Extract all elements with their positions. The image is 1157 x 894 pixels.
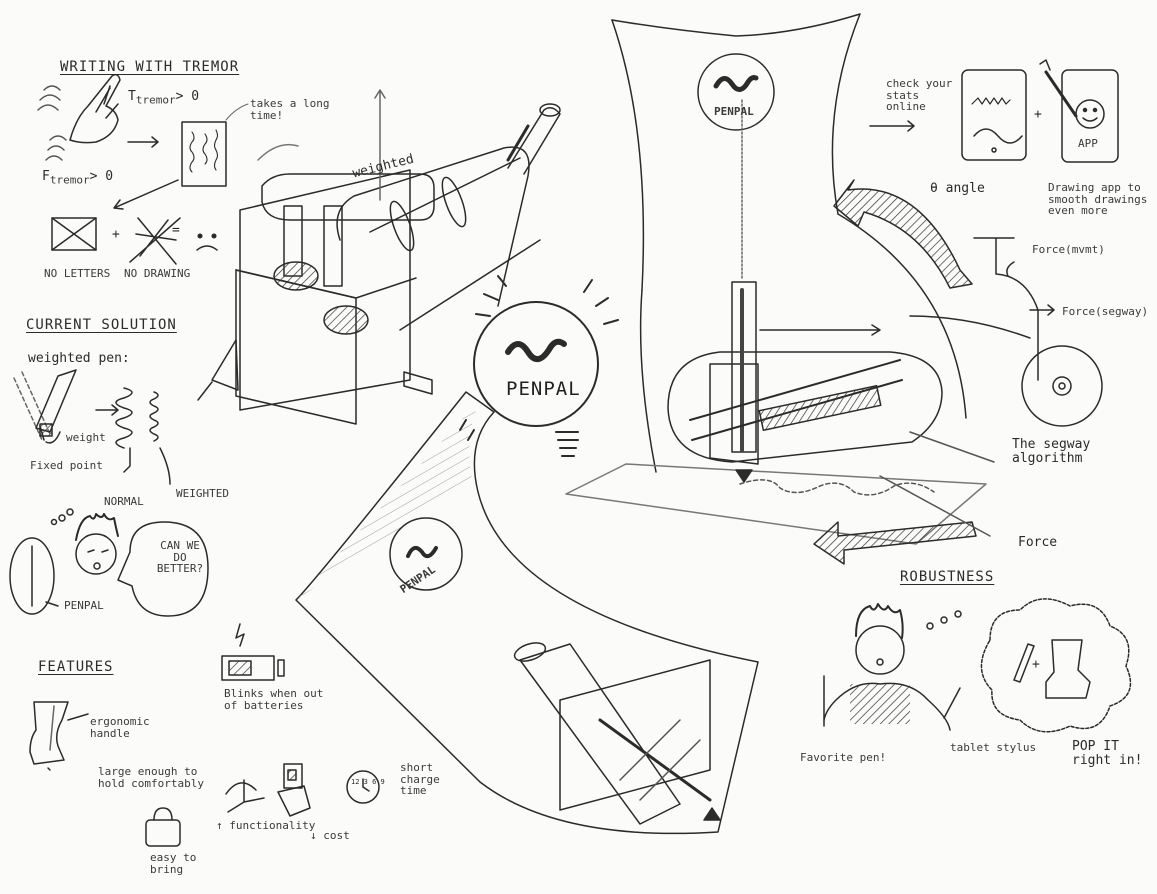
f-tremor-suffix: > 0 bbox=[89, 169, 114, 184]
heading-robustness: ROBUSTNESS bbox=[900, 569, 995, 585]
bottom-pen-sketch bbox=[295, 391, 759, 835]
tablet-stats-icon bbox=[961, 69, 1027, 161]
f-tremor-symbol: F bbox=[42, 169, 50, 184]
f-tremor-subscript: tremor bbox=[49, 173, 90, 187]
equals-sign: = bbox=[172, 223, 180, 238]
tremor-arrow-down-left bbox=[113, 179, 179, 210]
dome-penpal-logo-text: PENPAL bbox=[714, 105, 754, 118]
center-penpal-logo-circle bbox=[459, 275, 619, 457]
segway-sketch bbox=[909, 237, 1103, 427]
no-drawing-label: NO DRAWING bbox=[124, 267, 191, 280]
battery-icon bbox=[221, 623, 285, 681]
bag-icon bbox=[145, 807, 181, 847]
blinks-label: Blinks when out of batteries bbox=[224, 687, 324, 712]
cloud-penpal-icon bbox=[1045, 639, 1091, 699]
force-label: Force bbox=[1018, 535, 1058, 550]
clock-icon bbox=[346, 770, 380, 804]
force-segway-label: Force(segway) bbox=[1062, 305, 1149, 318]
tremor-paper-icon bbox=[181, 121, 227, 187]
t-tremor-suffix: > 0 bbox=[175, 89, 200, 104]
thinking-person-sketch bbox=[50, 508, 119, 575]
phone-app-icon bbox=[1039, 59, 1119, 163]
drawing-app-label: Drawing app to smooth drawings even more bbox=[1048, 181, 1148, 218]
segway-wave bbox=[739, 479, 935, 496]
center-penpal-logo-text: PENPAL bbox=[506, 378, 581, 400]
large-enough-label: large enough to hold comfortably bbox=[98, 765, 204, 790]
ergonomic-handle-sketch bbox=[29, 701, 89, 771]
penpal-pen-oval bbox=[9, 537, 59, 615]
ergonomic-handle-label: ergonomic handle bbox=[90, 715, 150, 740]
takes-long-note: takes a long time! bbox=[250, 97, 330, 122]
tremor-arrow-right bbox=[127, 136, 159, 148]
weight-label: weight bbox=[66, 431, 106, 444]
t-tremor-symbol: T bbox=[128, 89, 136, 104]
force-mvmt-label: Force(mvmt) bbox=[1032, 243, 1105, 256]
favorite-pen-label: Favorite pen! bbox=[800, 751, 887, 764]
check-stats-label: check your stats online bbox=[886, 77, 953, 114]
functionality-label: ↑ functionality bbox=[216, 819, 316, 832]
force-arrow bbox=[813, 521, 977, 565]
heading-writing-with-tremor: WRITING WITH TREMOR bbox=[60, 59, 240, 75]
cost-label: ↓ cost bbox=[310, 829, 350, 842]
plus-sign: + bbox=[112, 227, 120, 242]
no-letters-icon bbox=[51, 217, 97, 251]
app-label: APP bbox=[1078, 137, 1098, 150]
sad-face-icon bbox=[196, 233, 218, 251]
t-tremor-label: Ttremor> 0 bbox=[128, 90, 199, 106]
heading-current-solution: CURRENT SOLUTION bbox=[26, 317, 177, 333]
no-drawing-icon bbox=[129, 217, 181, 265]
weighted-pen-label: weighted pen: bbox=[28, 351, 130, 366]
robust-person-sketch bbox=[823, 603, 962, 731]
heading-features: FEATURES bbox=[38, 659, 114, 675]
stats-plus-sign: + bbox=[1034, 107, 1042, 122]
no-letters-label: NO LETTERS bbox=[44, 267, 111, 280]
penpal-label: PENPAL bbox=[64, 599, 104, 612]
easy-to-bring-label: easy to bring bbox=[150, 851, 197, 876]
thought-cloud bbox=[980, 598, 1132, 733]
weighted-label: WEIGHTED bbox=[176, 487, 229, 500]
tablet-stylus-label: tablet stylus bbox=[950, 741, 1037, 754]
tremor-hand-sketch bbox=[37, 73, 121, 161]
t-tremor-subscript: tremor bbox=[135, 93, 176, 107]
fixed-point-label: Fixed point bbox=[30, 459, 103, 472]
segway-algorithm-label: The segway algorithm bbox=[1012, 437, 1091, 466]
rotation-arrow bbox=[833, 179, 973, 289]
can-we-do-better-text: CAN WE DO BETTER? bbox=[156, 539, 204, 576]
clock-digits: 12 3 6 9 bbox=[351, 778, 385, 786]
f-tremor-label: Ftremor> 0 bbox=[42, 170, 113, 186]
axes-tradeoff-icon bbox=[225, 779, 265, 813]
weighted-pen-diagram bbox=[13, 369, 77, 444]
pop-it-label: POP IT right in! bbox=[1072, 739, 1143, 768]
speech-bubble bbox=[117, 521, 209, 617]
weighted-scribble bbox=[149, 391, 171, 485]
cloud-pen-icon bbox=[1013, 643, 1035, 683]
hand-holding-device-icon bbox=[277, 763, 311, 817]
normal-label: NORMAL bbox=[104, 495, 144, 508]
dome-pen-sketch bbox=[565, 13, 987, 545]
cloud-plus-sign: + bbox=[1032, 657, 1040, 672]
normal-scribble bbox=[115, 387, 133, 473]
short-charge-label: short charge time bbox=[400, 761, 440, 798]
angle-label: θ angle bbox=[930, 181, 985, 196]
mechanism-exploded-view bbox=[197, 89, 561, 425]
